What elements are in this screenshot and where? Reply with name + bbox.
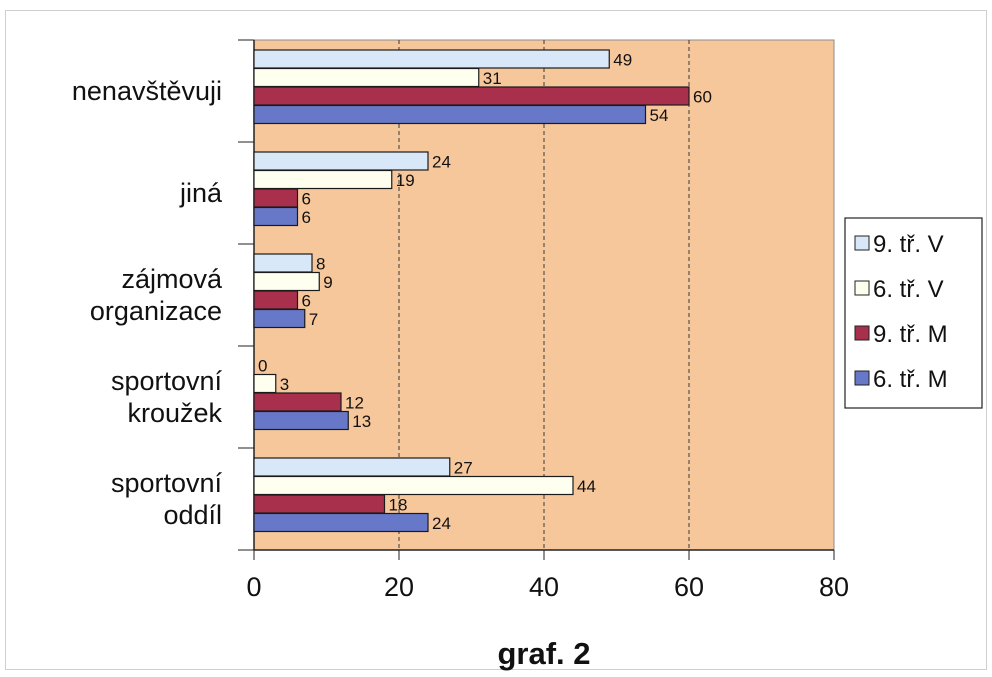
bar [253,494,386,514]
bar [253,104,647,125]
chart-title: graf. 2 [497,636,590,671]
bar [253,457,451,477]
x-tick-label: 80 [819,572,849,602]
legend-swatch [854,370,870,386]
data-label: 0 [258,356,267,375]
category-label: kroužek [127,398,222,428]
data-label: 31 [483,69,502,88]
data-label: 54 [650,106,669,125]
category-label: organizace [90,296,222,326]
bar [253,373,277,394]
data-label: 7 [309,310,318,329]
legend-swatch [854,325,870,341]
legend-swatch [854,235,870,251]
data-label: 9 [323,273,332,292]
data-label: 60 [693,87,712,106]
bar [253,206,299,227]
data-label: 6 [302,208,311,227]
data-label: 44 [577,477,596,496]
category-label: oddíl [163,500,222,530]
bar [253,290,299,310]
bar [253,253,313,273]
data-label: 49 [613,50,632,69]
legend-label: 6. tř. V [873,276,944,303]
bar [253,151,429,171]
x-tick-label: 20 [384,572,414,602]
data-label: 3 [280,375,289,394]
bar [253,86,690,106]
bar [253,49,610,69]
data-label: 6 [302,291,311,310]
legend-label: 6. tř. M [873,366,948,393]
bar [253,308,306,329]
bar [253,271,320,292]
data-label: 24 [432,514,451,533]
bar [253,67,480,88]
legend-label: 9. tř. M [873,321,948,348]
bar [253,169,393,190]
data-label: 19 [396,171,415,190]
legend-swatch [854,280,870,296]
data-label: 27 [454,458,473,477]
data-label: 6 [302,189,311,208]
x-tick-label: 60 [674,572,704,602]
category-label: zájmová [121,264,223,294]
bar [253,188,299,208]
category-label: sportovní [111,366,223,396]
bar [253,512,429,533]
x-tick-label: 40 [529,572,559,602]
data-label: 8 [316,254,325,273]
bar [253,410,349,431]
data-label: 24 [432,152,451,171]
legend-label: 9. tř. V [873,231,944,258]
category-label: sportovní [111,468,223,498]
data-label: 13 [352,412,371,431]
bar [253,475,574,496]
x-tick-label: 0 [246,572,261,602]
category-label: jiná [179,178,223,208]
category-label: nenavštěvuji [72,76,222,106]
bar [253,392,342,412]
data-label: 18 [389,495,408,514]
data-label: 12 [345,393,364,412]
